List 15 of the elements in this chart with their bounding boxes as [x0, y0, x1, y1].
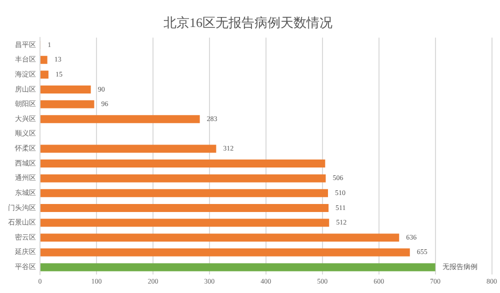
- bar: [40, 115, 200, 124]
- bar: [40, 248, 410, 256]
- bar: [40, 234, 400, 242]
- bar: [40, 204, 329, 212]
- bar: [40, 189, 328, 198]
- bar: [40, 144, 216, 153]
- bar: [40, 263, 436, 272]
- bar: [40, 56, 48, 64]
- bar: [40, 174, 326, 182]
- bar: [40, 218, 330, 227]
- bar: [40, 85, 91, 94]
- bar: [40, 100, 94, 108]
- bar: [40, 160, 326, 168]
- chart-title: 北京16区无报告病例天数情况: [164, 15, 332, 30]
- bar: [40, 70, 48, 79]
